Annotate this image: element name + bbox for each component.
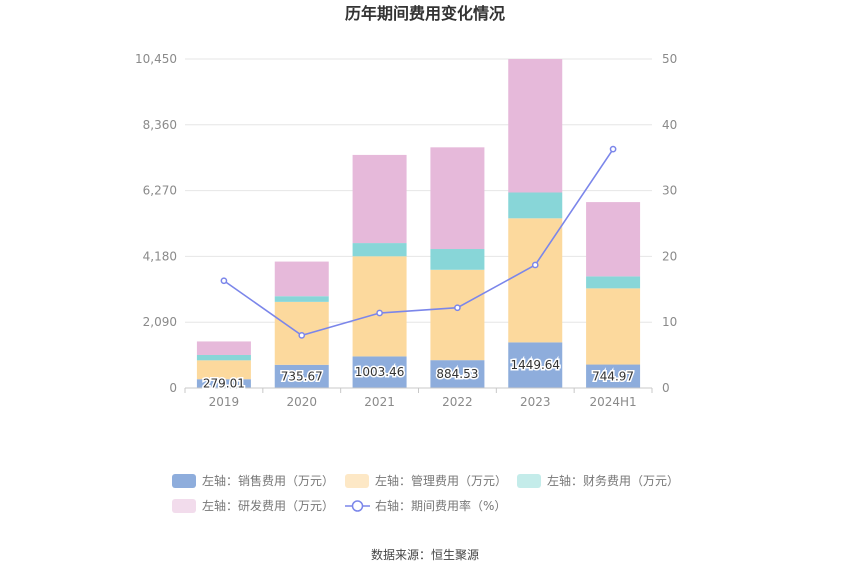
legend-item[interactable]: 左轴：管理费用（万元）: [345, 473, 507, 488]
left-tick-label: 10,450: [135, 52, 177, 66]
bar-segment: [508, 342, 563, 388]
rate-point: [376, 309, 383, 317]
legend-item[interactable]: 左轴：研发费用（万元）: [172, 498, 334, 513]
source-note: 数据来源：恒生聚源: [371, 547, 479, 562]
bar-segment: [196, 379, 251, 388]
rate-point: [220, 277, 228, 285]
left-axis: 0 2,090 4,180 6,270 8,360 10,450: [135, 52, 177, 395]
bar-value-label: 279.01: [203, 377, 245, 391]
legend-label: 左轴：研发费用（万元）: [202, 498, 334, 513]
right-tick-label: 50: [662, 52, 677, 66]
legend-label: 左轴：财务费用（万元）: [547, 473, 679, 488]
bar-segment: [274, 296, 329, 302]
rate-line: [223, 148, 614, 337]
left-tick-label: 4,180: [143, 249, 177, 263]
chart-title: 历年期间费用变化情况: [345, 4, 505, 23]
line-series: [220, 145, 617, 339]
x-tick-label: 2020: [286, 395, 317, 409]
bar-value-label: 1449.64: [510, 358, 560, 372]
data-labels: 279.01 735.67 1003.46 884.53 1449.64 744.97: [201, 357, 635, 392]
x-axis: 2019 2020 2021 2022 2023 2024H1: [184, 387, 653, 409]
bar-segment: [508, 192, 563, 219]
left-tick-label: 2,090: [143, 315, 177, 329]
bar-segment: [430, 147, 485, 250]
left-tick-label: 8,360: [143, 118, 177, 132]
right-tick-label: 30: [662, 184, 677, 198]
bar-value-label: 744.97: [592, 369, 634, 383]
bar-segment: [352, 256, 407, 357]
bar-segment: [352, 243, 407, 257]
x-tick-label: 2024H1: [589, 395, 636, 409]
legend-swatch-icon: [517, 474, 541, 488]
bar-segment: [586, 364, 641, 388]
rate-point: [531, 261, 539, 269]
x-tick-label: 2022: [442, 395, 473, 409]
bar-value-label: 884.53: [436, 367, 478, 381]
legend-swatch-icon: [172, 474, 196, 488]
bar-segment: [430, 360, 485, 388]
right-tick-label: 20: [662, 249, 677, 263]
x-tick-label: 2023: [520, 395, 551, 409]
grid-lines: [185, 58, 652, 323]
rate-point: [454, 304, 461, 312]
bar-series: [196, 59, 641, 388]
legend-label: 右轴：期间费用率（%）: [375, 498, 506, 513]
legend-label: 左轴：管理费用（万元）: [375, 473, 507, 488]
bar-value-label: 1003.46: [355, 365, 405, 379]
bar-segment: [196, 360, 251, 380]
bar-segment: [430, 249, 485, 270]
legend-swatch-icon: [172, 499, 196, 513]
bar-segment: [352, 154, 407, 244]
bar-segment: [586, 288, 641, 365]
legend-swatch-icon: [345, 474, 369, 488]
bar-segment: [274, 364, 329, 388]
bar-segment: [430, 269, 485, 361]
right-axis: 0 10 20 30 40 50: [662, 52, 677, 395]
rate-point: [609, 145, 617, 153]
x-tick-label: 2019: [209, 395, 240, 409]
bar-segment: [274, 261, 329, 297]
right-tick-label: 10: [662, 315, 677, 329]
bar-segment: [352, 356, 407, 388]
bar-segment: [196, 354, 251, 361]
left-tick-label: 6,270: [143, 184, 177, 198]
legend-label: 左轴：销售费用（万元）: [202, 473, 334, 488]
legend-item[interactable]: 左轴：销售费用（万元）: [172, 473, 334, 488]
rate-point: [298, 332, 306, 339]
right-tick-label: 0: [662, 381, 670, 395]
bar-segment: [196, 341, 251, 355]
x-tick-label: 2021: [364, 395, 395, 409]
legend-point-icon: [351, 500, 364, 512]
bar-value-label: 735.67: [281, 369, 323, 383]
bar-segment: [508, 59, 563, 193]
bar-segment: [586, 202, 641, 277]
legend-item[interactable]: 左轴：财务费用（万元）: [517, 473, 679, 488]
left-tick-label: 0: [169, 381, 177, 395]
legend-item[interactable]: 右轴：期间费用率（%）: [345, 498, 506, 513]
legend[interactable]: 左轴：销售费用（万元） 左轴：管理费用（万元） 左轴：财务费用（万元） 左轴：研发费用…: [172, 473, 679, 513]
bar-segment: [586, 276, 641, 289]
right-tick-label: 40: [662, 118, 677, 132]
